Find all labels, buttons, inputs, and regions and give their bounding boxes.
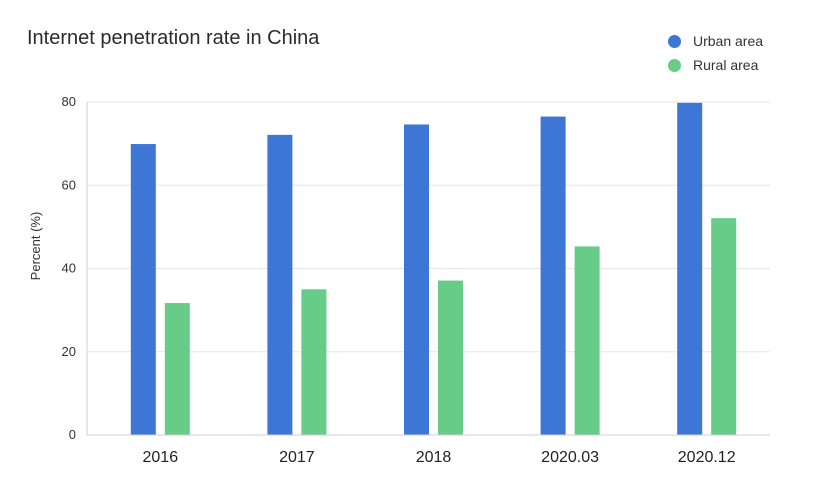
legend-label-urban: Urban area bbox=[693, 33, 764, 49]
x-tick-label: 2016 bbox=[143, 449, 179, 466]
legend-item-rural: Rural area bbox=[668, 53, 763, 77]
bar-rural-2018 bbox=[438, 280, 463, 435]
legend: Urban area Rural area bbox=[668, 29, 763, 77]
y-axis-title: Percent (%) bbox=[28, 212, 43, 281]
bar-urban-2016 bbox=[130, 144, 156, 435]
legend-swatch-rural bbox=[668, 58, 681, 72]
chart-title: Internet penetration rate in China bbox=[27, 27, 320, 49]
bar-urban-2020.03 bbox=[540, 116, 566, 435]
axes: 0 20 40 60 80 2016 2017 2018 2020.03 2020.12 bbox=[62, 94, 770, 466]
x-tick-label: 2017 bbox=[279, 449, 315, 466]
y-tick-label: 80 bbox=[62, 94, 76, 109]
bar-rural-2017 bbox=[301, 289, 327, 435]
bar-urban-2020.12 bbox=[677, 102, 703, 436]
bar-rural-2020.12 bbox=[711, 218, 737, 435]
bars bbox=[130, 102, 737, 436]
x-tick-label: 2020.12 bbox=[678, 449, 736, 466]
x-tick-label: 2018 bbox=[416, 449, 452, 466]
y-tick-label: 0 bbox=[69, 427, 76, 442]
y-tick-label: 20 bbox=[62, 344, 76, 359]
y-tick-label: 60 bbox=[62, 177, 76, 192]
legend-swatch-urban bbox=[668, 34, 681, 48]
bar-urban-2018 bbox=[404, 124, 429, 435]
y-tick-label: 40 bbox=[62, 261, 76, 276]
bar-rural-2020.03 bbox=[574, 246, 600, 435]
legend-label-rural: Rural area bbox=[693, 57, 759, 73]
bar-urban-2017 bbox=[267, 134, 293, 436]
legend-item-urban: Urban area bbox=[668, 29, 763, 53]
x-tick-label: 2020.03 bbox=[541, 449, 599, 466]
bar-rural-2016 bbox=[164, 303, 190, 435]
